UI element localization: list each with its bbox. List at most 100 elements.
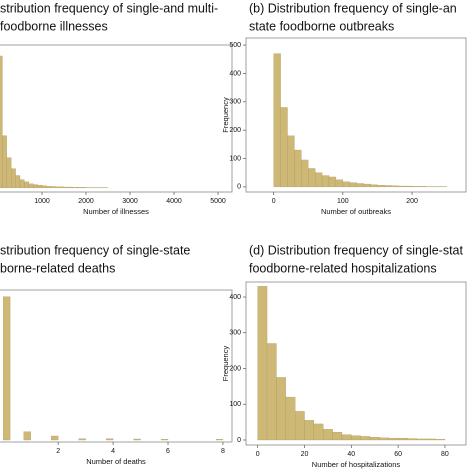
bar [384, 185, 392, 188]
y-tick-label: 100 [229, 155, 241, 162]
bar [328, 176, 337, 188]
bar [294, 149, 302, 188]
x-tick-label: 2 [56, 448, 60, 455]
x-tick-label: 0 [256, 451, 260, 458]
y-tick-label: 300 [229, 99, 241, 106]
bar [308, 168, 316, 188]
bar [50, 186, 56, 189]
panel-title: (b) Distribution frequency of single-an [249, 1, 457, 15]
bar [63, 186, 69, 189]
y-tick-label: 0 [237, 437, 241, 444]
bar [332, 431, 343, 441]
bar [369, 436, 380, 441]
bar [273, 53, 281, 188]
x-axis-label: Number of outbreaks [321, 207, 391, 216]
x-tick-label: 8 [221, 448, 225, 455]
y-tick-label: 200 [229, 365, 241, 372]
bar [72, 187, 78, 189]
bar [426, 438, 436, 441]
bar [15, 175, 21, 189]
y-axis-label: Frequency [221, 97, 230, 133]
bar [379, 437, 389, 441]
panel-title: (d) Distribution frequency of single-sta… [249, 243, 464, 257]
x-tick-label: 3000 [122, 198, 138, 205]
bar [68, 186, 73, 189]
x-axis-label: Number of hospitalizations [312, 460, 401, 469]
panel-title: borne-related deaths [0, 261, 115, 275]
bar [77, 187, 82, 189]
x-tick-label: 5000 [210, 198, 226, 205]
bar [28, 183, 34, 189]
bar [41, 185, 47, 189]
bar [33, 184, 38, 189]
bar [388, 438, 399, 441]
panel-title: stribution frequency of single-and multi… [0, 1, 218, 15]
y-tick-label: 400 [229, 70, 241, 77]
bar [377, 185, 385, 188]
bar [435, 439, 446, 441]
x-tick-label: 60 [394, 451, 402, 458]
bar [266, 343, 277, 441]
bar [391, 185, 399, 188]
plot-frame [0, 289, 233, 443]
x-tick-label: 0 [272, 198, 276, 205]
y-tick-label: 400 [229, 294, 241, 301]
bar [294, 411, 305, 441]
bar [360, 436, 371, 441]
bar [418, 186, 427, 188]
bar [2, 135, 7, 189]
bar [11, 168, 16, 189]
y-tick-label: 0 [237, 184, 241, 191]
bar [280, 107, 288, 188]
y-tick-label: 100 [229, 401, 241, 408]
bar [411, 186, 420, 188]
bar [276, 377, 286, 441]
bar [351, 435, 361, 441]
bar [313, 423, 324, 441]
bar [335, 179, 344, 188]
bar [285, 396, 296, 441]
y-tick-label: 200 [229, 127, 241, 134]
panel-title: foodborne-related hospitalizations [249, 261, 437, 275]
plot-frame [0, 44, 233, 193]
bar [106, 438, 114, 441]
bar [342, 181, 350, 188]
bar [3, 296, 11, 441]
bar [301, 159, 309, 188]
bar [397, 438, 408, 441]
y-tick-label: 500 [229, 42, 241, 49]
bar [215, 439, 224, 441]
bar [398, 185, 406, 188]
bar [78, 438, 86, 441]
x-tick-label: 1000 [34, 198, 50, 205]
bar [416, 438, 427, 441]
bar [81, 187, 87, 189]
y-axis-label: Frequency [221, 346, 230, 382]
x-tick-label: 6 [166, 448, 170, 455]
bar [341, 434, 352, 441]
bar [6, 157, 12, 189]
bar [304, 420, 315, 441]
x-axis-label: Number of illnesses [83, 207, 149, 216]
bar [23, 431, 31, 441]
bar [323, 429, 333, 441]
x-tick-label: 4 [111, 448, 115, 455]
bar [160, 439, 169, 441]
panel-title: state foodborne outbreaks [249, 19, 394, 33]
x-tick-label: 80 [441, 451, 449, 458]
bar [37, 184, 43, 189]
bar [0, 55, 3, 189]
panel-title: foodborne illnesses [0, 19, 108, 33]
x-tick-label: 100 [337, 198, 349, 205]
bar [55, 186, 60, 189]
bar [287, 135, 295, 188]
bar [356, 183, 364, 188]
x-tick-label: 4000 [166, 198, 182, 205]
bar [257, 286, 268, 441]
bar [315, 172, 323, 188]
x-tick-label: 40 [347, 451, 355, 458]
bar [59, 186, 65, 189]
bar [24, 181, 29, 189]
panel-title: stribution frequency of single-state [0, 243, 190, 257]
